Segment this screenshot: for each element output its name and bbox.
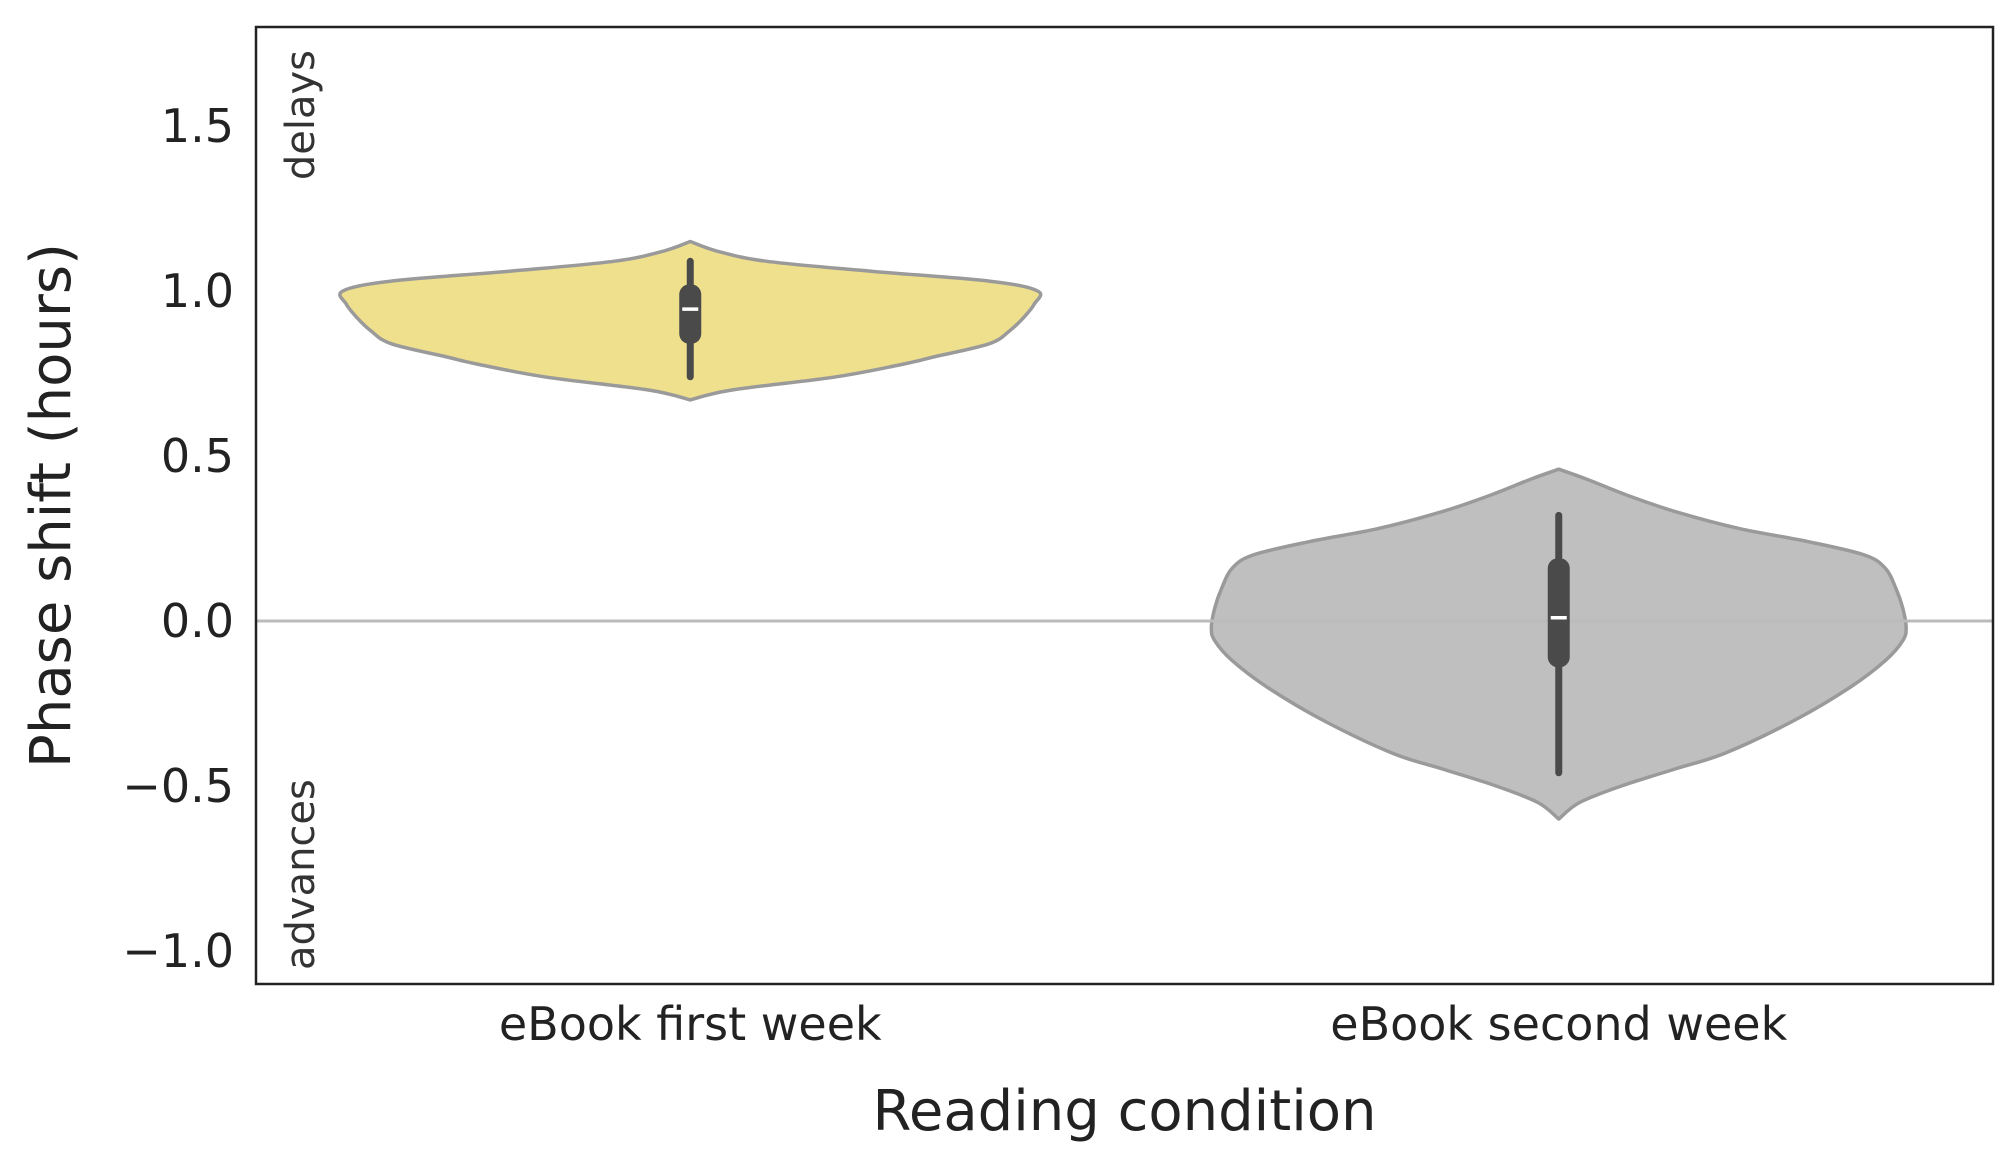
y-axis-ticks: −1.0 −0.5 0.0 0.5 1.0 1.5 (122, 99, 234, 978)
violin-iqr-box (1547, 558, 1570, 668)
y-axis-label: Phase shift (hours) (19, 243, 84, 768)
y-tick-label: 1.0 (161, 264, 234, 318)
delays-annotation: delays (278, 50, 324, 180)
violin-iqr-box (679, 284, 702, 344)
y-tick-label: 0.0 (161, 594, 234, 648)
y-tick-label: −1.0 (122, 924, 234, 978)
inner-box-layer (679, 257, 1570, 777)
plot-frame (254, 25, 1995, 986)
x-tick-label: eBook second week (1330, 997, 1787, 1051)
x-axis-label: Reading condition (872, 1079, 1376, 1144)
y-tick-label: −0.5 (122, 759, 234, 813)
y-tick-label: 1.5 (161, 99, 234, 153)
advances-annotation: advances (278, 779, 324, 970)
x-tick-label: eBook first week (499, 997, 882, 1051)
x-axis-ticks: eBook first week eBook second week (499, 997, 1788, 1051)
y-tick-label: 0.5 (161, 429, 234, 483)
